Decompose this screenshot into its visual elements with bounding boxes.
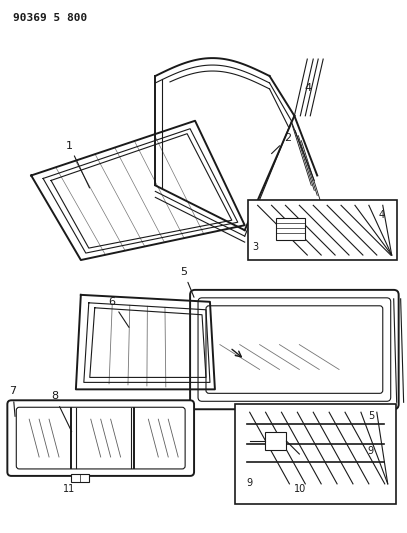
Text: 5: 5 — [180, 267, 194, 297]
Text: 6: 6 — [109, 297, 129, 327]
FancyBboxPatch shape — [7, 400, 194, 476]
Bar — [276, 218, 305, 240]
Text: 4: 4 — [304, 83, 311, 93]
Text: 1: 1 — [66, 141, 90, 188]
Text: 8: 8 — [51, 391, 72, 432]
Text: 4: 4 — [379, 210, 385, 220]
Text: 7: 7 — [9, 386, 16, 416]
Bar — [235, 404, 396, 504]
Bar — [71, 474, 89, 482]
Text: 2: 2 — [271, 133, 291, 154]
Text: 9: 9 — [247, 478, 253, 488]
Text: 90369 5 800: 90369 5 800 — [13, 13, 88, 23]
Text: 5: 5 — [368, 411, 374, 421]
Text: 9: 9 — [368, 446, 374, 456]
Text: 10: 10 — [294, 484, 306, 494]
Text: 3: 3 — [253, 242, 259, 252]
Bar — [265, 432, 287, 450]
FancyBboxPatch shape — [190, 290, 399, 409]
Bar — [248, 200, 397, 260]
Text: 11: 11 — [63, 478, 80, 494]
